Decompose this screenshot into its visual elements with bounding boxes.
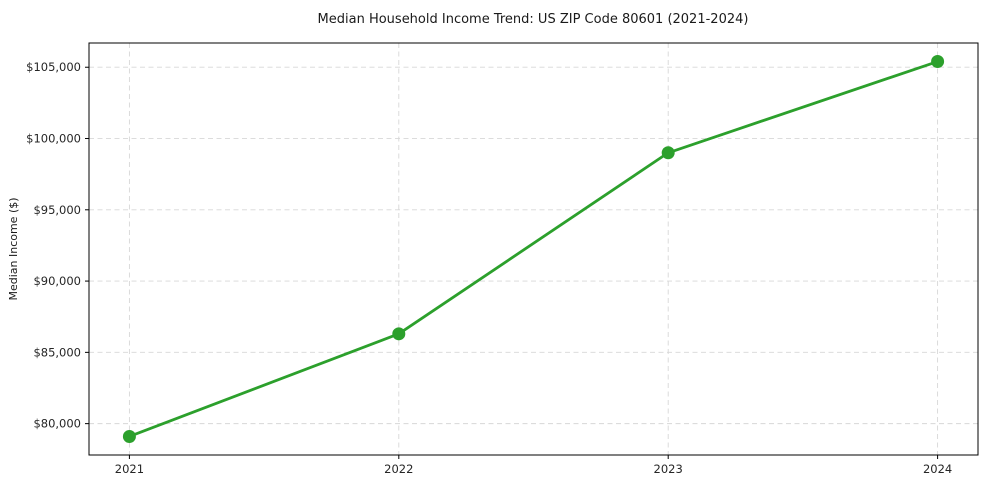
y-tick-label: $105,000 — [26, 60, 81, 74]
y-tick-label: $95,000 — [33, 203, 81, 217]
x-tick-label: 2022 — [384, 462, 413, 476]
x-tick-label: 2021 — [115, 462, 144, 476]
data-line — [128, 60, 939, 438]
plot-border — [88, 42, 979, 456]
data-point — [122, 429, 136, 443]
chart-title: Median Household Income Trend: US ZIP Co… — [318, 12, 749, 27]
data-point — [661, 146, 675, 160]
y-axis-label: Median Income ($) — [7, 197, 20, 300]
plot-area: $80,000 $85,000 $90,000 $95,000 $100,000 $105… — [26, 42, 979, 476]
y-tick-label: $85,000 — [33, 345, 81, 359]
x-tick-label: 2023 — [654, 462, 683, 476]
data-point — [392, 327, 406, 341]
y-tick-label: $80,000 — [33, 417, 81, 431]
y-tick-label: $90,000 — [33, 274, 81, 288]
y-tick-label: $100,000 — [26, 132, 81, 146]
x-tick-label: 2024 — [923, 462, 952, 476]
data-point — [931, 55, 945, 69]
